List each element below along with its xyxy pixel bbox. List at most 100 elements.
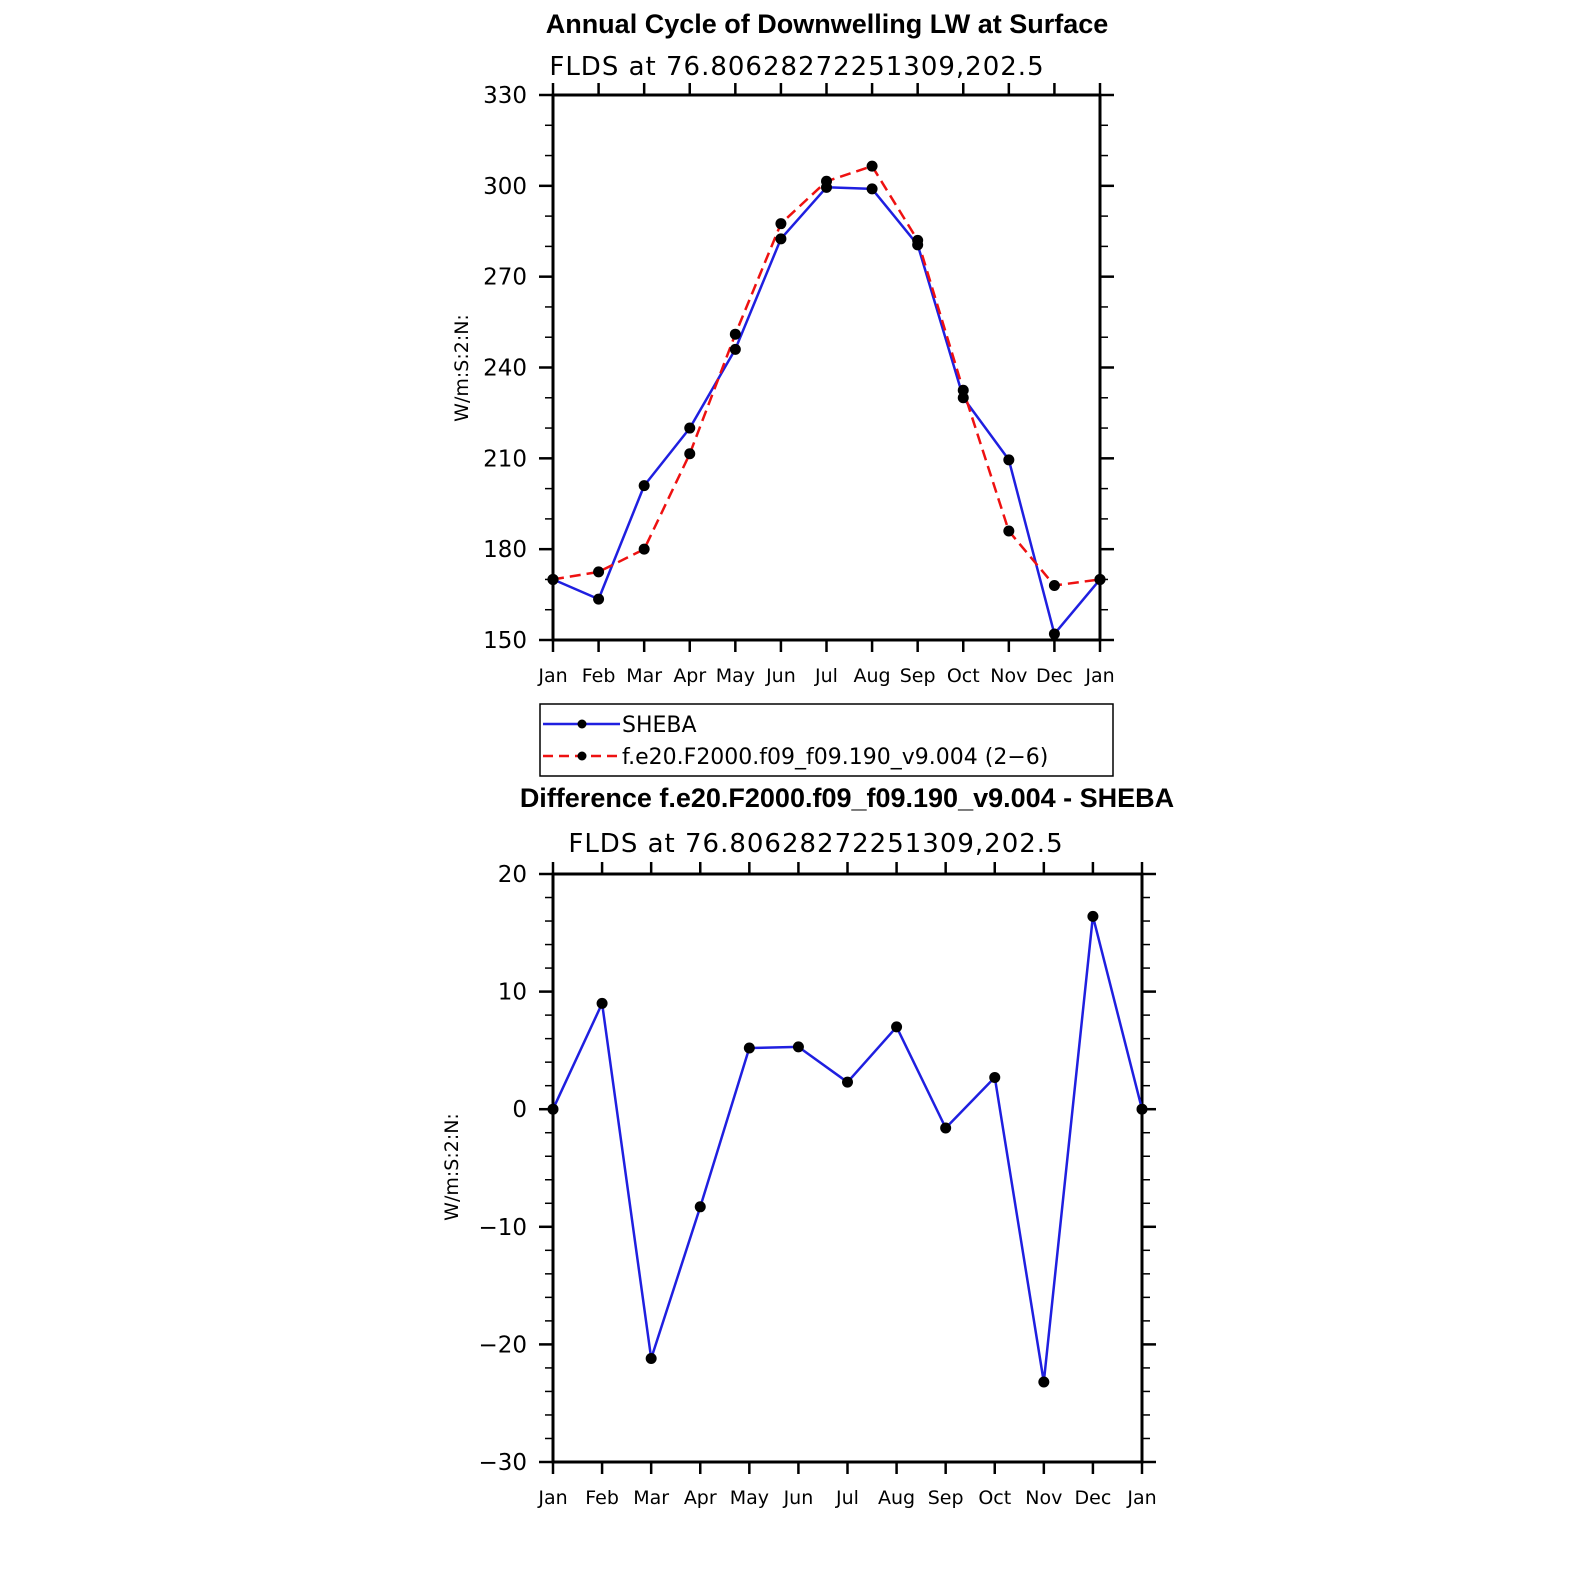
legend-label-model: f.e20.F2000.f09_f09.190_v9.004 (2−6) — [622, 745, 1048, 770]
x-tick-label: Dec — [1075, 1487, 1112, 1509]
chart-title: Annual Cycle of Downwelling LW at Surfac… — [546, 9, 1109, 39]
data-point — [1003, 454, 1015, 466]
data-point — [1038, 1376, 1050, 1388]
y-tick-label: 150 — [483, 628, 527, 654]
data-point — [957, 392, 969, 404]
data-point — [684, 448, 696, 460]
data-point — [729, 328, 741, 340]
data-point — [1094, 573, 1106, 585]
x-tick-label: Mar — [626, 665, 662, 687]
x-tick-label: Jul — [814, 665, 838, 687]
axes — [539, 862, 1156, 1474]
series-line — [551, 915, 1144, 1384]
data-point — [593, 566, 605, 578]
y-tick-label: 270 — [483, 265, 527, 291]
series-lines — [552, 164, 1101, 636]
x-tick-label: Feb — [582, 665, 616, 687]
plot-frame — [551, 872, 1144, 1464]
data-point — [596, 997, 608, 1009]
data-point — [645, 1353, 657, 1365]
axes — [539, 83, 1114, 652]
legend-marker-sheba — [577, 719, 587, 729]
x-tick-labels: Jan Feb Mar Apr May Jun Jul Aug Sep Oct Nov Dec Jan — [537, 665, 1114, 687]
data-point — [1048, 628, 1060, 640]
data-point — [775, 233, 787, 245]
y-axis-label: W/m:S:2:N: — [451, 314, 473, 422]
x-tick-label: Dec — [1036, 665, 1073, 687]
data-point — [989, 1071, 1001, 1083]
data-point — [792, 1041, 804, 1053]
x-tick-label: Jan — [537, 1487, 567, 1509]
data-point — [1136, 1103, 1148, 1115]
x-tick-label: Aug — [878, 1487, 915, 1509]
data-point — [1003, 525, 1015, 537]
series-line — [552, 186, 1101, 636]
data-point — [912, 234, 924, 246]
data-point — [775, 218, 787, 230]
x-tick-label: Nov — [1025, 1487, 1062, 1509]
x-tick-label: Apr — [684, 1487, 717, 1509]
x-tick-label: Oct — [947, 665, 980, 687]
legend: SHEBA f.e20.F2000.f09_f09.190_v9.004 (2−… — [539, 703, 1114, 777]
data-point — [866, 183, 878, 195]
x-tick-label: Mar — [633, 1487, 669, 1509]
difference-chart: Difference f.e20.F2000.f09_f09.190_v9.00… — [441, 783, 1174, 1509]
y-tick-label: 20 — [498, 862, 527, 888]
legend-marker-model — [577, 751, 587, 761]
x-tick-label: Nov — [990, 665, 1027, 687]
y-tick-label: 10 — [498, 980, 527, 1006]
data-point — [957, 384, 969, 396]
x-tick-label: Jun — [765, 665, 796, 687]
y-tick-label: −20 — [478, 1332, 527, 1358]
x-tick-label: May — [730, 1487, 769, 1509]
data-point — [547, 1103, 559, 1115]
data-point — [842, 1076, 853, 1088]
annual-cycle-chart: Annual Cycle of Downwelling LW at Surfac… — [451, 9, 1115, 687]
data-point — [1087, 910, 1099, 922]
series-lines — [551, 915, 1144, 1384]
data-point — [547, 573, 559, 585]
x-tick-label: Aug — [854, 665, 891, 687]
x-tick-label: Oct — [978, 1487, 1011, 1509]
y-axis-label: W/m:S:2:N: — [441, 1113, 463, 1221]
y-tick-labels: −30 −20 −10 0 10 20 — [478, 862, 527, 1476]
data-point — [684, 422, 696, 434]
y-tick-label: 240 — [483, 356, 527, 382]
data-point — [638, 543, 650, 555]
data-point — [743, 1042, 755, 1054]
legend-label-sheba: SHEBA — [622, 713, 697, 738]
data-point — [729, 343, 741, 355]
x-tick-labels: Jan Feb Mar Apr May Jun Jul Aug Sep Oct Nov Dec Jan — [537, 1487, 1156, 1509]
x-tick-label: Jul — [835, 1487, 859, 1509]
y-tick-labels: 150 180 210 240 270 300 330 — [483, 83, 527, 654]
series-line — [552, 164, 1101, 587]
series-markers — [547, 910, 1148, 1388]
x-tick-label: Sep — [900, 665, 936, 687]
x-tick-label: May — [716, 665, 755, 687]
y-tick-label: 0 — [512, 1097, 527, 1123]
data-point — [593, 593, 605, 605]
series-markers — [547, 160, 1106, 640]
x-tick-label: Feb — [585, 1487, 619, 1509]
chart-subtitle: FLDS at 76.80628272251309,202.5 — [549, 52, 1044, 82]
data-point — [694, 1201, 706, 1213]
data-point — [866, 160, 878, 172]
data-point — [638, 480, 650, 492]
y-tick-label: −30 — [478, 1450, 527, 1476]
legend-box — [539, 703, 1114, 777]
y-tick-label: −10 — [478, 1215, 527, 1241]
data-point — [1048, 580, 1060, 591]
chart-subtitle: FLDS at 76.80628272251309,202.5 — [568, 829, 1063, 859]
y-tick-label: 330 — [483, 83, 527, 109]
data-point — [891, 1021, 903, 1033]
x-tick-label: Jan — [1126, 1487, 1156, 1509]
chart-title: Difference f.e20.F2000.f09_f09.190_v9.00… — [520, 783, 1174, 813]
x-tick-label: Jan — [1084, 665, 1114, 687]
data-point — [821, 175, 832, 187]
data-point — [940, 1122, 952, 1134]
x-tick-label: Jan — [537, 665, 567, 687]
x-tick-label: Jun — [783, 1487, 814, 1509]
x-tick-label: Apr — [673, 665, 706, 687]
y-tick-label: 300 — [483, 174, 527, 200]
